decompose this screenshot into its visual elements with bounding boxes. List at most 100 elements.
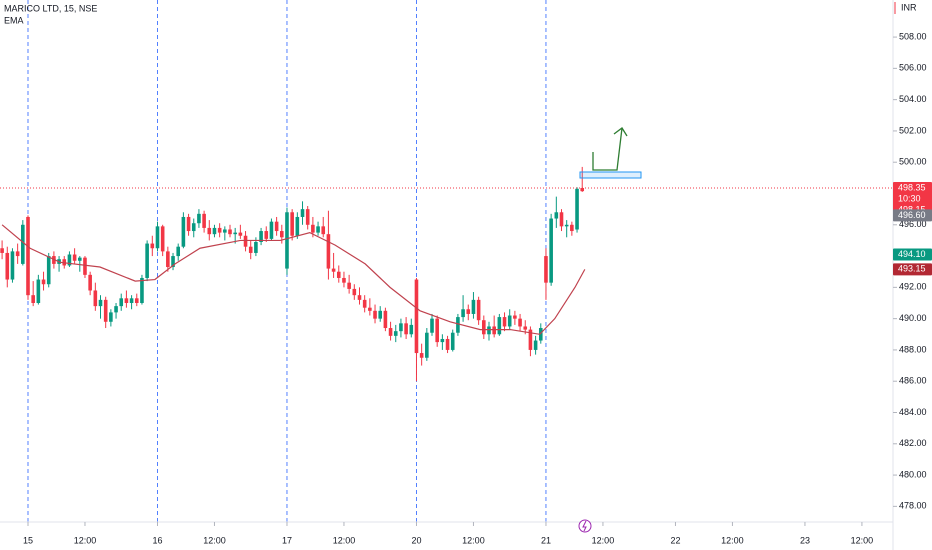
candle-body bbox=[124, 298, 129, 304]
price-tick-label: 492.00 bbox=[899, 282, 927, 292]
price-label-box bbox=[893, 248, 932, 261]
candle-body bbox=[497, 317, 502, 335]
candle-body bbox=[456, 317, 460, 333]
price-tick-label: 490.00 bbox=[899, 313, 927, 323]
candle-body bbox=[352, 288, 357, 296]
candle-body bbox=[0, 248, 4, 253]
candle-body bbox=[186, 216, 191, 232]
price-tick-label: 506.00 bbox=[899, 63, 927, 73]
candle-body bbox=[487, 326, 491, 335]
candle-body bbox=[305, 209, 310, 225]
candle-body bbox=[285, 212, 289, 269]
candle-body bbox=[197, 213, 201, 224]
candle-body bbox=[554, 212, 559, 219]
candle-body bbox=[507, 315, 512, 327]
candle-body bbox=[134, 298, 139, 304]
price-label-sub: 10:30 bbox=[898, 193, 921, 203]
time-tick-label: 12:00 bbox=[721, 535, 744, 545]
candle-body bbox=[83, 257, 87, 275]
candle-body bbox=[414, 279, 419, 354]
candle-body bbox=[5, 252, 10, 280]
chart-title: MARICO LTD, 15, NSE bbox=[4, 3, 97, 13]
time-tick-label: 22 bbox=[670, 535, 680, 545]
candle-body bbox=[564, 224, 569, 227]
price-label-box bbox=[893, 209, 932, 222]
candle-body bbox=[388, 328, 393, 336]
time-tick-label: 20 bbox=[411, 535, 421, 545]
candle-body bbox=[98, 299, 103, 307]
candle-body bbox=[181, 216, 186, 247]
candle-body bbox=[528, 329, 533, 350]
price-tick-label: 484.00 bbox=[899, 407, 927, 417]
candle-body bbox=[31, 295, 35, 304]
candle-body bbox=[202, 213, 206, 228]
ema-line bbox=[1, 224, 586, 335]
candle-body bbox=[114, 306, 118, 313]
candle-body bbox=[93, 290, 98, 307]
candle-body bbox=[570, 224, 574, 232]
price-label: 493.15 bbox=[898, 264, 926, 274]
candle-body bbox=[342, 277, 346, 283]
candle-body bbox=[77, 257, 82, 261]
candle-body bbox=[155, 226, 160, 249]
drawn-arrow bbox=[592, 127, 623, 171]
candle-body bbox=[316, 226, 320, 233]
event-bolt bbox=[582, 520, 587, 532]
candle-body bbox=[575, 188, 579, 230]
candle-body bbox=[223, 229, 227, 233]
candle-body bbox=[243, 235, 248, 247]
candle-body bbox=[10, 251, 15, 280]
candle-body bbox=[331, 268, 336, 272]
candle-body bbox=[238, 232, 243, 236]
price-tick-label: 500.00 bbox=[899, 157, 927, 167]
candle-body bbox=[171, 256, 175, 268]
candle-body bbox=[404, 323, 408, 335]
candle-body bbox=[264, 231, 269, 239]
candle-body bbox=[544, 256, 548, 283]
candle-body bbox=[46, 256, 51, 285]
candle-body bbox=[440, 338, 445, 343]
candle-body bbox=[502, 317, 507, 327]
arrow-head bbox=[613, 127, 628, 137]
candle-body bbox=[254, 241, 258, 253]
indicator-name: EMA bbox=[4, 15, 24, 25]
candle-body bbox=[176, 246, 181, 257]
candle-body bbox=[274, 221, 279, 232]
time-tick-label: 12:00 bbox=[333, 535, 356, 545]
time-tick-label: 16 bbox=[152, 535, 162, 545]
candle-body bbox=[357, 295, 362, 300]
candle-body bbox=[378, 310, 383, 319]
price-tick-label: 508.00 bbox=[899, 31, 927, 41]
time-tick-label: 12:00 bbox=[592, 535, 615, 545]
candle-body bbox=[409, 324, 414, 335]
candle-body bbox=[321, 226, 326, 235]
price-label-box bbox=[893, 263, 932, 276]
time-tick-label: 17 bbox=[282, 535, 292, 545]
candle-body bbox=[67, 254, 72, 266]
candle-body bbox=[259, 231, 263, 242]
candle-body bbox=[41, 279, 46, 285]
price-tick-label: 496.00 bbox=[899, 219, 927, 229]
candle-body bbox=[36, 279, 41, 304]
candle-body bbox=[580, 188, 585, 192]
candle-body bbox=[347, 282, 351, 289]
candle-body bbox=[248, 246, 253, 253]
price-tick-label: 504.00 bbox=[899, 94, 927, 104]
candle-body bbox=[26, 216, 30, 296]
time-tick-label: 15 bbox=[23, 535, 33, 545]
drawn-rectangle bbox=[579, 171, 642, 179]
candle-body bbox=[476, 299, 481, 321]
candle-body bbox=[88, 274, 92, 291]
candle-body bbox=[435, 318, 439, 343]
time-tick-label: 12:00 bbox=[203, 535, 226, 545]
candle-body bbox=[207, 227, 212, 235]
price-tick-label: 480.00 bbox=[899, 469, 927, 479]
candle-body bbox=[295, 216, 300, 236]
price-tick-label: 486.00 bbox=[899, 376, 927, 386]
event-icon[interactable] bbox=[578, 519, 592, 533]
candle-body bbox=[450, 332, 455, 350]
time-tick-label: 12:00 bbox=[851, 535, 874, 545]
candle-body bbox=[269, 221, 274, 239]
